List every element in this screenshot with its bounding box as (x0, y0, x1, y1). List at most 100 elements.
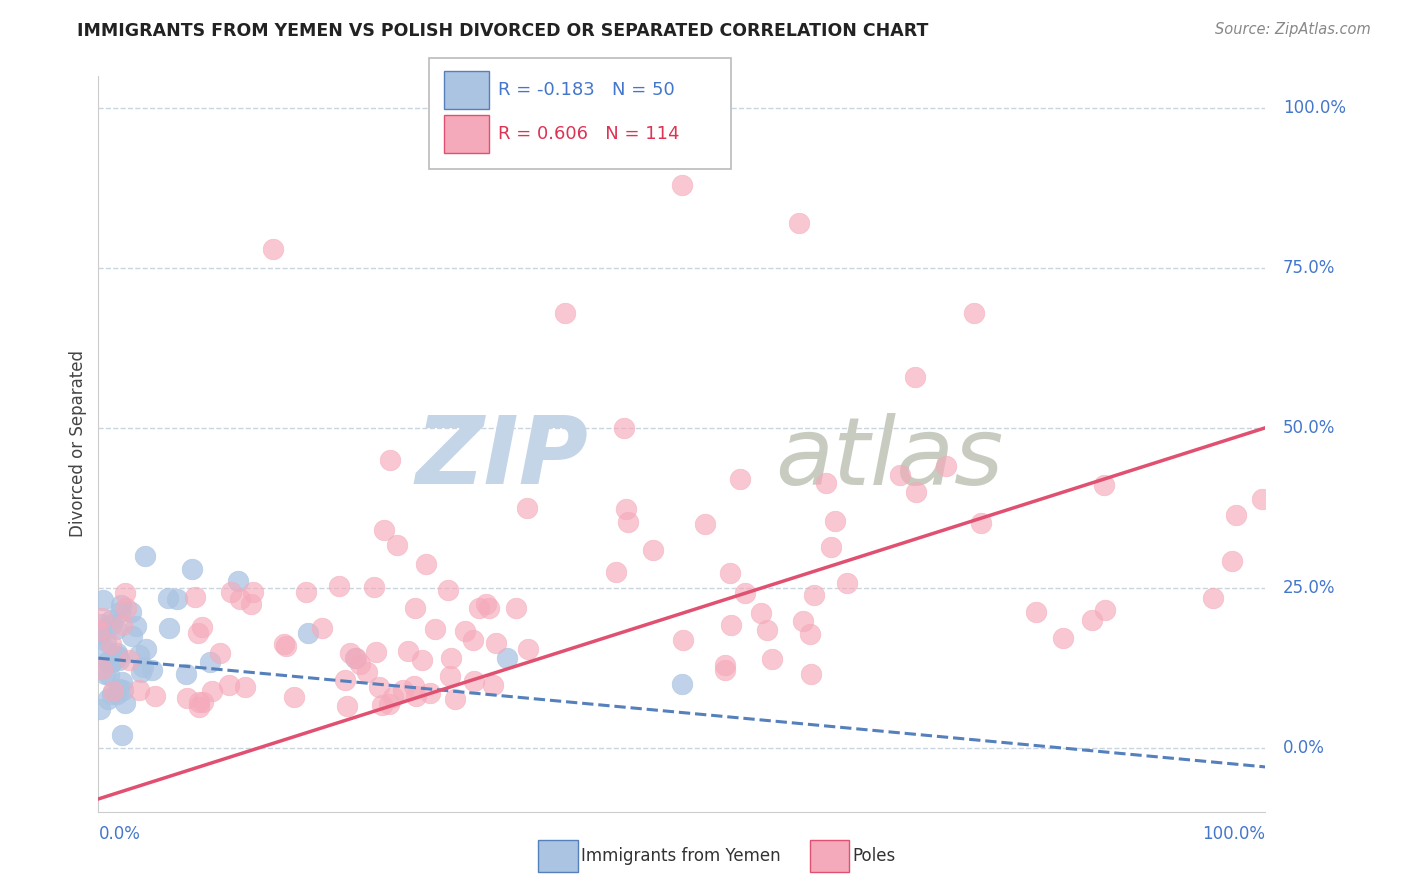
Point (311, 621, 333, 635)
Point (1202, 591, 1225, 606)
Point (101, 616, 124, 631)
Point (187, 700, 209, 714)
Point (94, 634, 117, 648)
Point (423, 622, 446, 636)
Point (799, 627, 821, 641)
Point (141, 663, 163, 677)
Text: Immigrants from Yemen: Immigrants from Yemen (581, 847, 780, 865)
Point (209, 646, 232, 660)
Point (371, 698, 394, 713)
Point (439, 650, 461, 665)
Point (803, 588, 825, 602)
Point (87, 623, 110, 637)
Text: 50.0%: 50.0% (1282, 418, 1336, 437)
Point (356, 665, 378, 680)
Point (233, 680, 256, 694)
Point (505, 601, 527, 615)
Point (454, 624, 477, 638)
Point (180, 561, 202, 575)
Point (297, 625, 319, 640)
Point (105, 650, 128, 665)
Point (1220, 554, 1243, 568)
Point (339, 646, 361, 660)
Point (94, 642, 117, 657)
Point (174, 666, 197, 681)
Point (100, 636, 122, 650)
Point (467, 600, 489, 615)
Point (382, 690, 405, 705)
Point (835, 575, 858, 590)
Point (111, 617, 134, 632)
Point (344, 650, 367, 665)
Point (614, 502, 637, 516)
Point (516, 501, 538, 516)
Point (218, 678, 240, 692)
Point (114, 586, 136, 600)
Point (1094, 603, 1116, 617)
Point (415, 558, 437, 572)
Point (437, 582, 460, 597)
Point (475, 597, 498, 611)
Point (756, 623, 779, 637)
Point (90, 617, 112, 632)
Point (1080, 613, 1102, 627)
Point (463, 632, 485, 647)
Point (364, 645, 387, 659)
Point (125, 619, 148, 633)
Point (242, 585, 264, 599)
Point (1025, 606, 1047, 620)
Point (404, 601, 426, 615)
Point (815, 475, 838, 490)
Point (239, 597, 262, 611)
Point (187, 625, 209, 640)
Point (478, 600, 501, 615)
Point (1092, 478, 1115, 492)
Point (295, 585, 318, 599)
Point (889, 468, 911, 483)
Point (100, 613, 122, 627)
Point (118, 653, 141, 667)
Point (115, 600, 138, 615)
Point (94, 666, 117, 681)
Point (1225, 508, 1247, 522)
Point (191, 695, 214, 709)
Point (485, 636, 508, 650)
Point (112, 683, 135, 698)
Point (184, 591, 207, 605)
Point (107, 648, 129, 663)
Point (713, 657, 735, 672)
Point (111, 728, 134, 742)
Point (643, 543, 665, 558)
Point (962, 305, 984, 319)
Point (219, 585, 242, 599)
Point (107, 681, 129, 696)
Point (787, 216, 810, 230)
Point (363, 580, 385, 594)
Point (190, 619, 212, 633)
Point (128, 648, 150, 662)
Point (114, 696, 136, 710)
Point (718, 566, 741, 580)
Point (97, 655, 120, 669)
Point (1052, 631, 1074, 645)
Point (554, 305, 576, 319)
Point (262, 242, 284, 256)
Point (273, 638, 295, 652)
Point (820, 540, 842, 554)
Point (120, 606, 142, 620)
Point (671, 677, 693, 691)
Point (107, 653, 129, 667)
Point (367, 680, 389, 694)
Point (517, 642, 540, 657)
Text: 0.0%: 0.0% (98, 824, 141, 843)
Point (411, 653, 433, 667)
Point (104, 649, 127, 664)
Point (274, 639, 297, 653)
Point (89, 702, 111, 716)
Text: ZIP: ZIP (416, 412, 589, 505)
Point (128, 682, 150, 697)
Point (463, 674, 485, 689)
Point (129, 665, 152, 679)
Point (176, 691, 198, 706)
Point (105, 687, 128, 701)
